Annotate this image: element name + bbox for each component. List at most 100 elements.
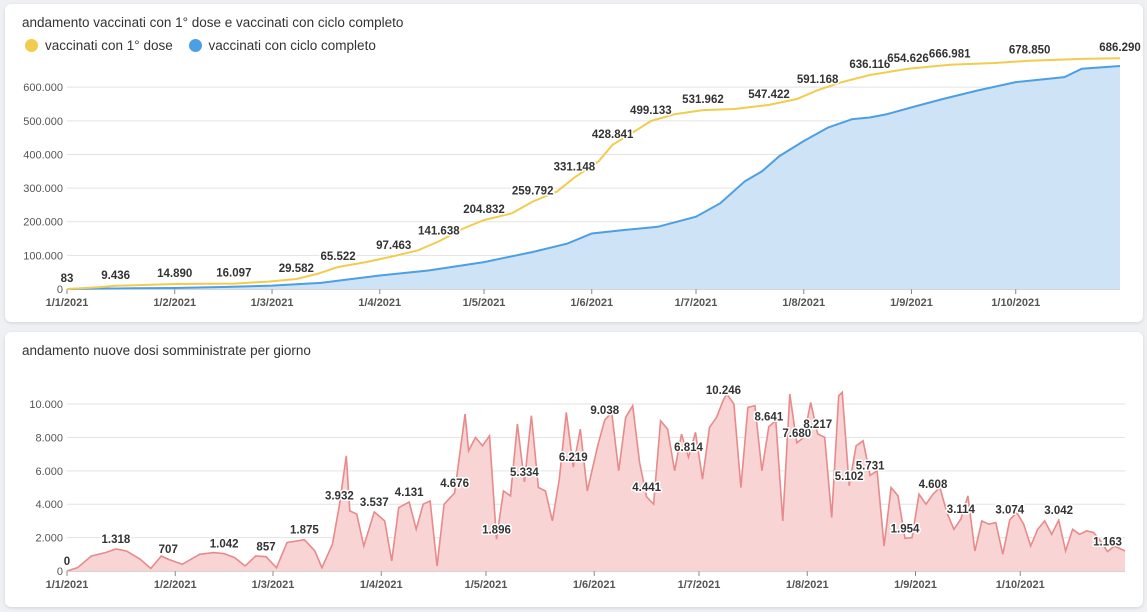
daily-doses-data-label: 8.641: [754, 412, 783, 424]
first-dose-data-label: 29.582: [279, 263, 314, 275]
daily-y-tick-label: 8.000: [35, 432, 63, 444]
cumulative-chart-card: andamento vaccinati con 1° dose e vaccin…: [5, 4, 1143, 322]
daily-doses-data-label: 3.042: [1044, 505, 1073, 517]
first-dose-data-label: 678.850: [1009, 45, 1051, 57]
first-dose-data-label: 547.422: [748, 89, 790, 101]
cumulative-x-tick-label: 1/2/2021: [153, 297, 196, 309]
cumulative-y-tick-label: 400.000: [23, 149, 63, 161]
first-dose-data-label: 141.638: [418, 225, 460, 237]
daily-doses-data-label: 4.608: [919, 479, 948, 491]
legend-label-full-cycle: vaccinati con ciclo completo: [208, 38, 376, 53]
daily-doses-data-label: 4.441: [632, 482, 661, 494]
daily-chart-title: andamento nuove dosi somministrate per g…: [22, 343, 311, 358]
cumulative-x-tick-label: 1/5/2021: [463, 297, 506, 309]
cumulative-x-tick-label: 1/9/2021: [890, 297, 933, 309]
first-dose-data-label: 654.626: [887, 53, 929, 65]
daily-doses-data-label: 7.680: [782, 428, 811, 440]
daily-doses-data-label: 9.038: [590, 405, 619, 417]
cumulative-x-tick-label: 1/8/2021: [782, 297, 825, 309]
daily-doses-data-label: 857: [256, 542, 275, 554]
daily-doses-data-label: 8.217: [803, 419, 832, 431]
daily-doses-data-label: 1.954: [891, 523, 920, 535]
daily-doses-data-label: 1.875: [290, 525, 319, 537]
daily-x-tick-label: 1/1/2021: [46, 579, 89, 591]
first-dose-data-label: 331.148: [554, 162, 596, 174]
daily-doses-data-label: 0: [64, 556, 70, 568]
cumulative-x-tick-label: 1/3/2021: [251, 297, 294, 309]
cumulative-x-tick-label: 1/1/2021: [46, 297, 89, 309]
first-dose-data-label: 666.981: [929, 49, 971, 61]
daily-y-tick-label: 2.000: [35, 533, 63, 545]
daily-x-tick-label: 1/7/2021: [678, 579, 721, 591]
daily-doses-data-label: 10.246: [706, 385, 741, 397]
daily-chart-card: andamento nuove dosi somministrate per g…: [5, 332, 1143, 607]
daily-doses-data-label: 3.932: [325, 490, 354, 502]
daily-x-tick-label: 1/8/2021: [786, 579, 829, 591]
cumulative-x-tick-label: 1/7/2021: [675, 297, 718, 309]
first-dose-data-label: 531.962: [682, 94, 724, 106]
cumulative-x-tick-label: 1/4/2021: [358, 297, 401, 309]
first-dose-data-label: 65.522: [320, 251, 355, 263]
daily-y-tick-label: 6.000: [35, 466, 63, 478]
first-dose-data-label: 9.436: [101, 270, 130, 282]
first-dose-data-label: 83: [61, 273, 74, 285]
daily-y-tick-label: 0: [57, 566, 63, 578]
first-dose-line: [66, 57, 1121, 290]
daily-x-tick-label: 1/3/2021: [252, 579, 295, 591]
daily-doses-data-label: 4.676: [440, 478, 469, 490]
daily-x-tick-label: 1/5/2021: [465, 579, 508, 591]
first-dose-data-label: 686.290: [1099, 42, 1141, 54]
cumulative-chart-legend: vaccinati con 1° dose vaccinati con cicl…: [25, 38, 388, 55]
daily-doses-data-label: 5.731: [856, 460, 885, 472]
daily-doses-data-label: 1.896: [482, 524, 511, 536]
cumulative-y-tick-label: 200.000: [23, 217, 63, 229]
first-dose-data-label: 14.890: [157, 268, 192, 280]
daily-x-tick-label: 1/2/2021: [154, 579, 197, 591]
cumulative-y-tick-label: 500.000: [23, 116, 63, 128]
legend-label-first-dose: vaccinati con 1° dose: [45, 38, 173, 53]
daily-doses-data-label: 5.334: [510, 467, 539, 479]
daily-doses-data-label: 3.537: [360, 497, 389, 509]
daily-x-tick-label: 1/9/2021: [894, 579, 937, 591]
first-dose-data-label: 591.168: [797, 74, 839, 86]
first-dose-data-label: 499.133: [630, 105, 672, 117]
daily-doses-data-label: 4.131: [395, 487, 424, 499]
legend-item-full-cycle[interactable]: vaccinati con ciclo completo: [188, 38, 376, 53]
cumulative-x-tick-label: 1/10/2021: [991, 297, 1040, 309]
legend-dot-first-dose: [25, 39, 38, 52]
daily-doses-data-label: 5.102: [835, 471, 864, 483]
first-dose-data-label: 97.463: [376, 240, 411, 252]
cumulative-chart-svg: 0 100.000 200.000 300.000 400.000 500.000 600.…: [23, 41, 1142, 309]
full-cycle-area: [67, 66, 1120, 289]
daily-y-tick-label: 4.000: [35, 499, 63, 511]
cumulative-y-tick-label: 600.000: [23, 82, 63, 94]
legend-dot-full-cycle: [188, 39, 202, 52]
daily-doses-line: [66, 390, 1126, 572]
daily-doses-data-label: 3.074: [995, 505, 1024, 517]
cumulative-y-tick-label: 100.000: [23, 250, 63, 262]
first-dose-data-label: 204.832: [463, 204, 505, 216]
first-dose-data-label: 636.116: [849, 59, 890, 71]
full-cycle-line: [66, 65, 1121, 290]
first-dose-data-label: 16.097: [216, 268, 251, 280]
daily-doses-data-label: 6.814: [674, 442, 703, 454]
daily-x-tick-label: 1/10/2021: [996, 579, 1045, 591]
daily-doses-data-label: 3.114: [947, 504, 976, 516]
daily-x-tick-label: 1/6/2021: [573, 579, 616, 591]
daily-doses-data-label: 6.219: [559, 452, 588, 464]
cumulative-chart-title: andamento vaccinati con 1° dose e vaccin…: [22, 15, 404, 30]
daily-doses-data-label: 1.318: [101, 534, 130, 546]
legend-item-first-dose[interactable]: vaccinati con 1° dose: [25, 38, 173, 53]
cumulative-x-tick-label: 1/6/2021: [570, 297, 613, 309]
first-dose-data-label: 428.841: [592, 129, 634, 141]
first-dose-data-label: 259.792: [512, 186, 554, 198]
daily-doses-data-label: 1.163: [1093, 537, 1122, 549]
daily-y-tick-label: 10.000: [29, 399, 63, 411]
daily-doses-data-label: 707: [159, 544, 178, 556]
cumulative-y-tick-label: 0: [57, 284, 63, 296]
daily-doses-data-label: 1.042: [210, 539, 239, 551]
daily-doses-area: [67, 392, 1125, 571]
cumulative-y-tick-label: 300.000: [23, 183, 63, 195]
daily-x-tick-label: 1/4/2021: [360, 579, 403, 591]
